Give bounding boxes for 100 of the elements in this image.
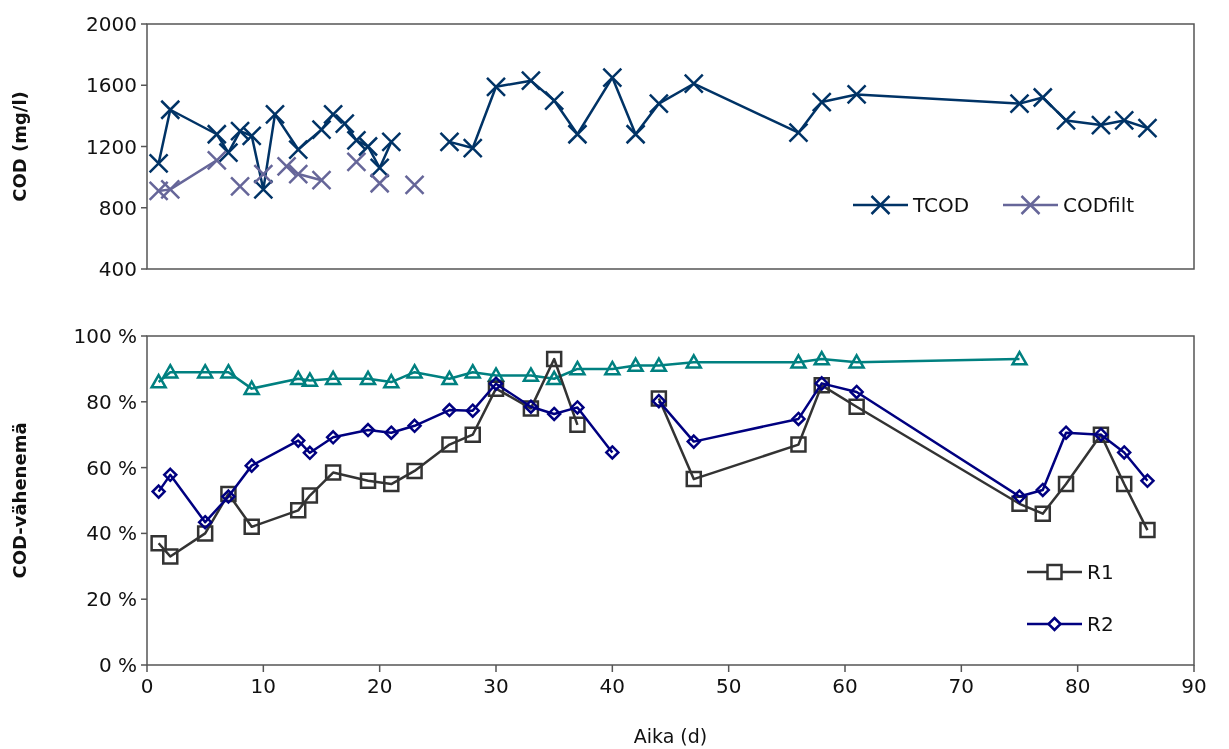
point <box>383 373 400 389</box>
point <box>151 484 166 499</box>
point <box>1090 114 1112 136</box>
point <box>276 156 297 177</box>
point <box>287 163 309 185</box>
point <box>229 120 251 142</box>
point <box>160 99 181 120</box>
point <box>1140 473 1155 489</box>
point <box>465 403 480 418</box>
point <box>791 411 806 427</box>
point <box>1012 489 1027 504</box>
point <box>1137 117 1158 139</box>
point <box>788 122 809 143</box>
point <box>206 124 228 145</box>
point <box>196 363 214 379</box>
point <box>360 422 376 438</box>
x-tick-label: 90 <box>1181 674 1207 698</box>
point <box>1055 110 1077 131</box>
point <box>1113 110 1135 131</box>
x-tick-label: 70 <box>948 674 975 698</box>
point <box>848 398 865 415</box>
point <box>625 124 646 145</box>
point <box>384 425 399 440</box>
point <box>811 91 832 113</box>
point <box>790 354 807 369</box>
point <box>148 153 169 174</box>
x-tick-label: 0 <box>140 674 154 698</box>
point <box>1009 93 1030 114</box>
legend-label: TCOD <box>912 193 970 217</box>
point <box>220 363 237 379</box>
point <box>1057 475 1075 493</box>
point <box>441 370 458 386</box>
point <box>464 363 481 379</box>
point <box>1032 87 1054 108</box>
y-tick-label: 800 <box>98 195 137 220</box>
point <box>464 426 481 443</box>
point <box>813 350 830 366</box>
point <box>545 370 563 386</box>
y-tick-label: 0 % <box>98 653 137 677</box>
point <box>1058 425 1074 440</box>
x-axis-title: Aika (d) <box>633 725 708 747</box>
point <box>685 354 703 369</box>
y-tick-label: 400 <box>98 257 137 281</box>
point <box>243 380 260 396</box>
point <box>846 84 867 105</box>
point <box>322 104 344 125</box>
point <box>406 363 423 379</box>
point <box>346 130 367 151</box>
point <box>602 67 623 88</box>
point <box>218 142 239 163</box>
point <box>287 139 309 160</box>
point <box>407 418 422 434</box>
point <box>324 370 342 386</box>
point <box>439 131 460 153</box>
x-tick-label: 10 <box>250 674 277 698</box>
point <box>442 402 457 418</box>
x-tick-label: 40 <box>599 674 626 698</box>
point <box>520 70 542 91</box>
point <box>359 370 377 386</box>
point <box>197 514 213 530</box>
x-tick-label: 50 <box>715 674 742 698</box>
point <box>567 124 588 145</box>
y-tick-label: 2000 <box>86 12 137 36</box>
x-tick-label: 30 <box>483 674 509 698</box>
point <box>163 467 178 483</box>
point <box>683 73 705 94</box>
point <box>244 458 259 473</box>
point <box>522 367 540 382</box>
point <box>253 163 274 185</box>
point <box>441 436 458 453</box>
point <box>290 433 306 448</box>
y-tick-label: 80 % <box>86 389 137 414</box>
point <box>485 76 507 98</box>
point <box>685 470 703 488</box>
point <box>650 357 668 373</box>
point <box>1034 505 1052 522</box>
point <box>206 150 228 171</box>
point <box>325 430 341 445</box>
point <box>289 502 307 519</box>
point <box>264 104 286 125</box>
point <box>334 113 356 134</box>
legend-label: R2 <box>1087 612 1114 636</box>
y-axis-title: COD (mg/l) <box>9 91 30 202</box>
point <box>849 384 864 400</box>
point <box>311 169 332 191</box>
point <box>301 487 319 504</box>
point <box>570 400 585 415</box>
point <box>148 180 169 202</box>
point <box>604 360 621 376</box>
point <box>605 445 620 460</box>
legend-label: CODfilt <box>1063 193 1135 217</box>
y-tick-label: 100 % <box>73 324 137 348</box>
y-tick-label: 1600 <box>86 73 137 98</box>
point <box>546 406 562 422</box>
point <box>289 370 307 386</box>
point <box>462 137 483 159</box>
x-tick-label: 60 <box>832 674 858 698</box>
point <box>221 489 236 504</box>
point <box>229 176 251 197</box>
point <box>346 151 367 173</box>
